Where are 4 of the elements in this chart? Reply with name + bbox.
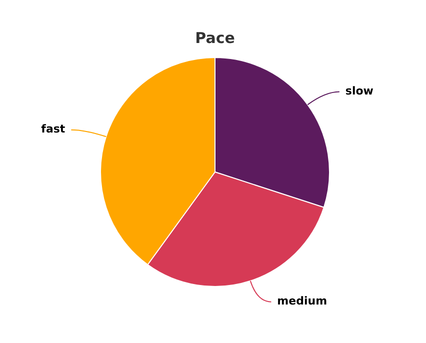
slice-label: fast — [41, 122, 66, 136]
slice-label: medium — [277, 294, 328, 308]
chart-title: Pace — [195, 28, 235, 47]
slice-label: slow — [345, 84, 374, 98]
